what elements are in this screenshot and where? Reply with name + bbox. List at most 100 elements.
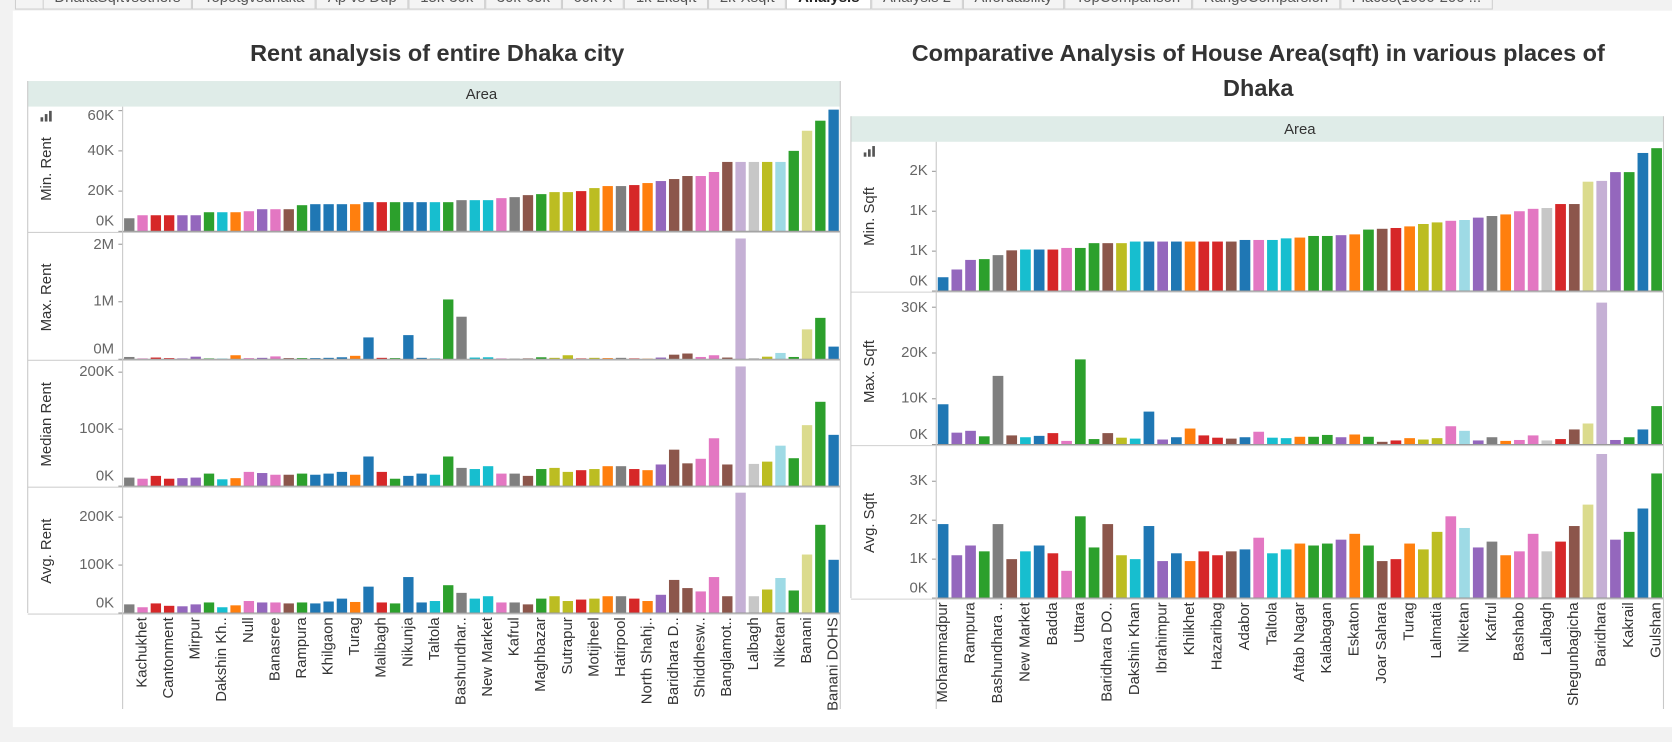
bar [376,357,387,360]
bar [1239,239,1251,292]
bar [1020,249,1031,292]
sheet-tab[interactable]: 30k-60k [485,0,562,10]
sheet-tab[interactable]: 15k-30k [408,0,486,10]
column-header-label: Area [466,86,498,103]
bar [190,356,201,360]
bar [363,586,374,614]
bar [1225,241,1237,292]
bar [1184,561,1196,599]
bar [522,195,534,232]
bar [350,601,361,614]
bar [1116,437,1127,445]
y-tick-label: 30K [901,299,928,316]
bar [1143,526,1155,599]
bar [1335,539,1347,599]
x-tick-label: Kachukhet [133,616,150,687]
x-tick-label: Joar Sahara [1373,602,1390,684]
bar [456,592,467,614]
bar [1459,430,1470,445]
bar [256,473,268,487]
bar [992,375,1004,445]
bar [482,200,494,232]
bar [978,259,990,292]
bar [1184,241,1196,292]
bar [1404,543,1415,599]
bar [1088,439,1100,445]
x-tick-label: Mirpur [187,617,204,659]
y-tick-label: 0K [909,426,927,443]
bar [1527,435,1539,445]
bar [788,590,799,614]
bar [1157,439,1168,445]
tab-strip: DhakaSqftvsothersTopotgvsdhakaAp vs Dup1… [42,0,1493,10]
bar [1074,359,1086,445]
sheet-tab[interactable]: DhakaSqftvsothers [42,0,193,10]
bar [283,474,294,487]
bar [655,357,667,360]
bar [575,599,587,614]
x-tick-label: Kafrul [1483,602,1500,641]
bar [1445,220,1457,292]
sheet-tab[interactable]: Topotgvsdhaka [192,0,317,10]
bar [150,357,162,360]
bar [1596,180,1608,292]
bar [403,335,414,360]
x-tick-label: Lalbagh [745,617,762,670]
sheet-tab[interactable]: 2k-Xsqft [708,0,787,10]
bar [1472,217,1484,292]
x-tick-label: Malibagh [373,617,390,677]
bar [1637,508,1649,599]
bar [376,471,387,487]
bar [283,209,294,232]
bar [708,577,720,614]
x-tick-label: Lalmatia [1428,602,1445,659]
bar [363,202,374,232]
bar [549,357,560,360]
bar [1431,222,1443,292]
sheet-tab[interactable]: Affordability [962,0,1064,10]
x-tick-label: Baridhara [1593,602,1610,667]
x-tick-label: Adabor [1236,602,1253,650]
bar [1568,204,1580,292]
bar [256,602,268,614]
bar [1212,241,1223,292]
bar [1020,437,1031,445]
bar [615,186,627,232]
bar [1308,545,1319,599]
bar [575,191,587,232]
sheet-tab[interactable]: Ap vs Dup [316,0,409,10]
bar [363,456,374,487]
bar [536,357,547,360]
bar [1500,555,1512,599]
y-tick-label: 20K [88,182,115,199]
bar [1431,438,1443,445]
sheet-tab[interactable]: 1k-2ksqft [624,0,709,10]
bar [801,130,813,232]
bar [1623,172,1635,292]
bar [1459,527,1470,599]
sort-icon [867,149,871,157]
sheet-tab[interactable]: TopComparison [1063,0,1192,10]
bar [549,192,560,232]
bar [788,150,799,232]
sheet-tab[interactable]: Analysis [786,0,872,10]
bar [1335,437,1347,445]
sheet-tab[interactable]: Places(1000-200 ... [1339,0,1493,10]
bar [642,601,653,614]
bar [230,605,241,614]
bar [429,474,441,487]
bar [602,358,613,360]
sheet-tab[interactable]: RangeComparsion [1191,0,1340,10]
x-tick-label: Mohammadpur [934,602,951,702]
bar [1390,227,1402,292]
y-tick-label: 1K [909,202,927,219]
y-tick-label: 0K [96,594,114,611]
bar [562,192,574,232]
bar [536,469,547,487]
bar [1417,549,1429,599]
sheet-tab[interactable]: Analysis 2 [871,0,963,10]
sheet-tab[interactable]: 60k-X [561,0,625,10]
bar [310,474,321,487]
bar [1074,516,1086,599]
